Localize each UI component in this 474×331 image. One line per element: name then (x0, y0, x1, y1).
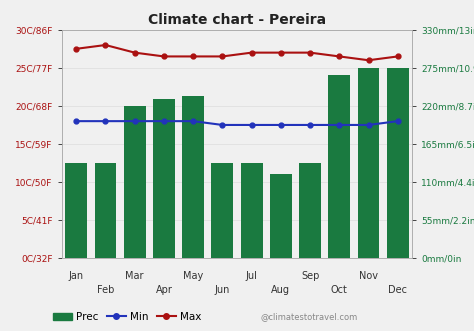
Bar (94, 164, 117, 258)
Bar (65, 164, 87, 258)
Bar (270, 174, 292, 258)
Bar (241, 164, 263, 258)
Text: Apr: Apr (155, 285, 173, 295)
Text: Feb: Feb (97, 285, 114, 295)
Bar (328, 75, 350, 258)
Bar (153, 99, 175, 258)
Text: Oct: Oct (331, 285, 348, 295)
Text: Dec: Dec (388, 285, 407, 295)
Legend: Prec, Min, Max: Prec, Min, Max (49, 308, 205, 326)
Text: Aug: Aug (271, 285, 291, 295)
Text: @climatestotravel.com: @climatestotravel.com (261, 312, 358, 321)
Bar (357, 68, 380, 258)
Text: Mar: Mar (126, 271, 144, 281)
Text: Jan: Jan (69, 271, 84, 281)
Text: Jul: Jul (246, 271, 257, 281)
Text: May: May (183, 271, 203, 281)
Bar (387, 68, 409, 258)
Title: Climate chart - Pereira: Climate chart - Pereira (148, 13, 326, 27)
Text: Sep: Sep (301, 271, 319, 281)
Bar (299, 164, 321, 258)
Bar (211, 164, 233, 258)
Bar (124, 106, 146, 258)
Text: Jun: Jun (215, 285, 230, 295)
Text: Nov: Nov (359, 271, 378, 281)
Bar (182, 96, 204, 258)
